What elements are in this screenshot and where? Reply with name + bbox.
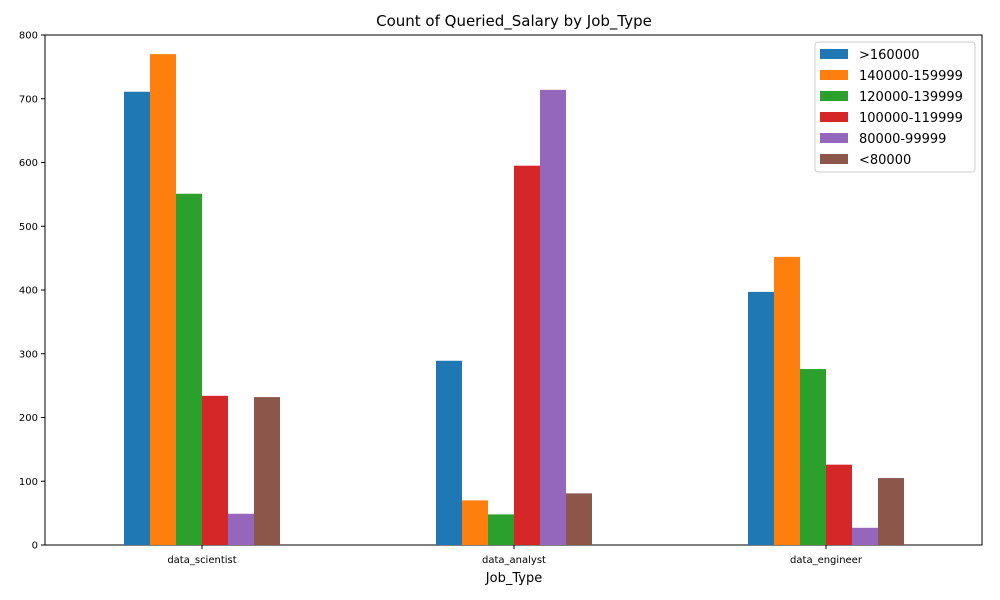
bar-data_analyst-4 [540,89,566,545]
legend-swatch [820,154,848,164]
bar-data_scientist-5 [254,397,280,545]
legend-swatch [820,91,848,101]
bar-data_scientist-4 [228,513,254,545]
legend-swatch [820,133,848,143]
bar-data_engineer-0 [748,291,774,545]
y-tick-label: 200 [19,413,38,424]
legend-box [814,41,976,173]
y-tick-label: 400 [19,286,38,297]
bar-data_analyst-5 [566,493,592,545]
bar-data_engineer-3 [826,464,852,545]
bars-group [124,54,904,546]
legend-label: <80000 [859,153,911,168]
legend: >160000 140000-159999 120000-139999 100000-… [814,41,976,173]
legend-label: 100000-119999 [859,111,963,126]
bar-data_analyst-3 [514,165,540,545]
bar-data_analyst-1 [462,500,488,545]
bar-data_engineer-1 [774,256,800,545]
y-tick-label: 600 [19,158,38,169]
y-axis: 0 100 200 300 400 500 600 700 800 [19,31,45,552]
legend-label: >160000 [859,48,920,63]
y-tick-label: 300 [19,349,38,360]
bar-data_scientist-1 [150,54,176,545]
bar-data_scientist-2 [176,193,202,546]
x-tick-label: data_scientist [167,555,236,566]
legend-label: 140000-159999 [859,69,963,84]
legend-swatch [820,112,848,122]
chart-title: Count of Queried_Salary by Job_Type [376,12,652,31]
legend-swatch [820,49,848,59]
bar-data_analyst-0 [436,360,462,545]
bar-data_engineer-5 [878,478,904,545]
bar-data_scientist-0 [124,91,150,546]
bar-data_engineer-4 [852,527,878,545]
x-tick-label: data_engineer [790,555,863,566]
legend-label: 120000-139999 [859,90,963,105]
x-tick-label: data_analyst [482,555,546,566]
bar-data_analyst-2 [488,514,514,545]
legend-label: 80000-99999 [859,132,946,147]
x-axis: data_scientist data_analyst data_engineer [167,545,863,566]
y-tick-label: 500 [19,222,38,233]
bar-data_engineer-2 [800,369,826,545]
y-tick-label: 0 [32,541,38,552]
bar-data_scientist-3 [202,395,228,545]
y-tick-label: 800 [19,31,38,42]
y-tick-label: 700 [19,94,38,105]
legend-swatch [820,70,848,80]
x-axis-label: Job_Type [485,571,542,586]
y-tick-label: 100 [19,477,38,488]
